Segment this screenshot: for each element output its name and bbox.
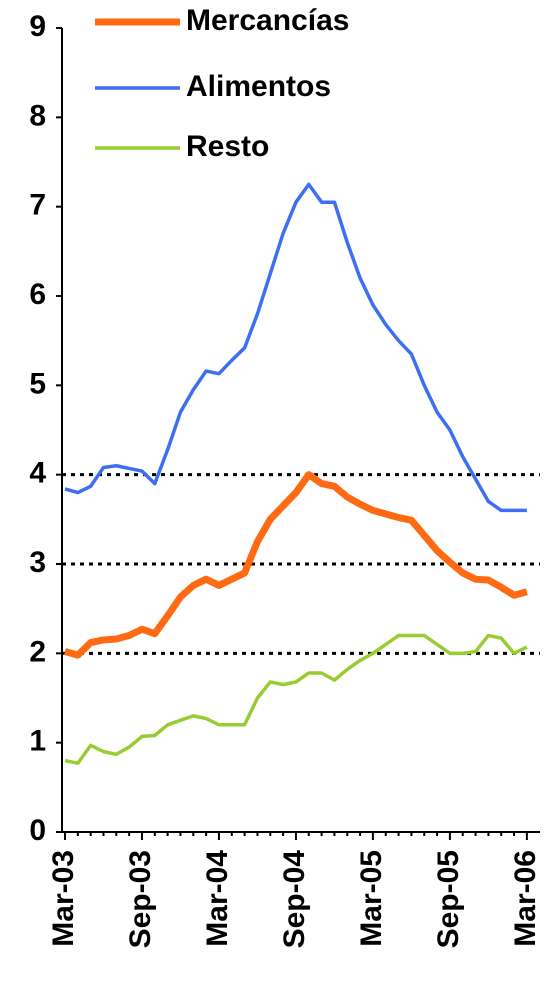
- y-tick-label: 5: [29, 367, 46, 400]
- y-tick-label: 8: [29, 99, 46, 132]
- x-tick-label: Sep-04: [278, 850, 311, 949]
- y-tick-label: 3: [29, 546, 46, 579]
- x-tick-label: Sep-05: [432, 850, 465, 948]
- y-tick-label: 6: [29, 278, 46, 311]
- x-tick-label: Mar-03: [47, 850, 80, 947]
- x-tick-label: Mar-06: [509, 850, 542, 947]
- legend-label: Resto: [186, 130, 269, 163]
- series-line: [64, 471, 528, 659]
- series-line: [64, 182, 527, 513]
- legend-label: Mercancías: [186, 4, 349, 37]
- y-tick-label: 1: [29, 725, 46, 758]
- y-tick-label: 7: [29, 189, 46, 222]
- x-tick-label: Mar-04: [201, 850, 234, 947]
- legend-label: Alimentos: [186, 70, 331, 103]
- x-tick-label: Sep-03: [124, 850, 157, 948]
- x-tick-label: Mar-05: [355, 850, 388, 947]
- series-line: [64, 633, 528, 765]
- y-tick-label: 0: [29, 814, 46, 847]
- y-tick-label: 2: [29, 635, 46, 668]
- y-tick-label: 4: [29, 457, 46, 490]
- y-tick-label: 9: [29, 10, 46, 43]
